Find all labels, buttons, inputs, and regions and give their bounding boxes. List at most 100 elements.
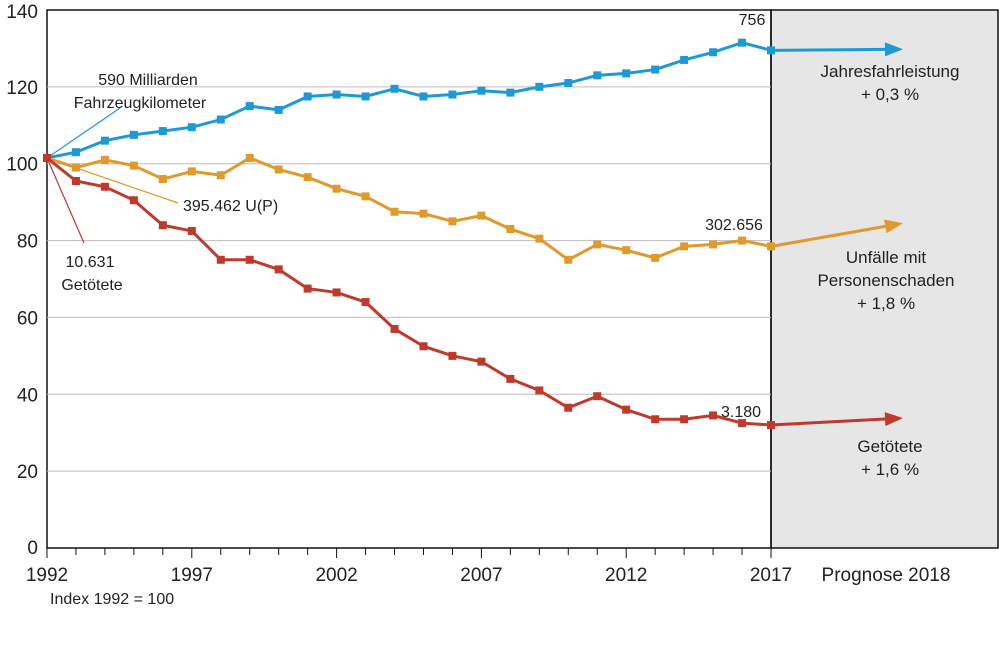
data-point-unfaelle (564, 255, 573, 264)
start-label-jahresfahrleistung: Fahrzeugkilometer (74, 95, 207, 112)
data-point-unfaelle (158, 175, 167, 184)
forecast-arrowhead-unfaelle (884, 219, 903, 234)
x-tick-label: 2012 (605, 565, 647, 586)
data-point-unfaelle (129, 161, 138, 170)
leader-getoetete (46, 157, 85, 244)
x-tick-label: 1997 (171, 565, 213, 586)
data-point-jahresfahrleistung (332, 90, 341, 99)
data-point-jahresfahrleistung (477, 86, 486, 95)
data-point-getoetete (274, 265, 283, 274)
forecast-label-getoetete: + 1,6 % (861, 460, 919, 479)
forecast-arrow-unfaelle (770, 224, 886, 248)
data-point-unfaelle (535, 234, 544, 243)
start-label-getoetete: Getötete (61, 277, 122, 294)
data-point-jahresfahrleistung (738, 38, 747, 47)
data-point-unfaelle (651, 253, 660, 262)
data-point-unfaelle (448, 217, 457, 226)
y-tick-label: 140 (6, 2, 38, 23)
x-axis-labels: 1992 1997 2002 2007 2012 2017 (26, 565, 792, 586)
data-point-jahresfahrleistung (535, 82, 544, 91)
gridlines (47, 86, 771, 472)
data-point-getoetete (245, 255, 254, 264)
data-point-unfaelle (506, 225, 515, 234)
data-point-jahresfahrleistung (593, 71, 602, 80)
forecast-arrow-getoetete (770, 417, 886, 427)
data-point-jahresfahrleistung (361, 92, 370, 101)
forecast-axis-label: Prognose 2018 (822, 565, 951, 586)
data-point-jahresfahrleistung (390, 84, 399, 93)
forecast-panel (770, 9, 999, 549)
data-point-jahresfahrleistung (709, 48, 718, 57)
x-tick-label: 2007 (460, 565, 502, 586)
data-series (43, 38, 775, 430)
end-value-label-jahresfahrleistung: 756 (739, 12, 766, 29)
data-point-unfaelle (390, 207, 399, 216)
data-point-getoetete (216, 255, 225, 264)
data-point-unfaelle (71, 163, 80, 172)
data-point-jahresfahrleistung (448, 90, 457, 99)
forecast-arrow-jahresfahrleistung (770, 47, 886, 52)
forecast-label-jahresfahrleistung: Jahresfahrleistung (821, 62, 960, 81)
forecast-label-unfaelle: Unfälle mit (846, 248, 927, 267)
start-label-jahresfahrleistung: 590 Milliarden (98, 72, 198, 89)
forecast-label-jahresfahrleistung: + 0,3 % (861, 85, 919, 104)
data-point-jahresfahrleistung (158, 127, 167, 136)
data-point-jahresfahrleistung (622, 69, 631, 78)
y-tick-label: 120 (6, 78, 38, 99)
y-tick-label: 80 (17, 232, 38, 253)
data-point-unfaelle (738, 236, 747, 245)
forecast-label-unfaelle: Personenschaden (817, 271, 954, 290)
data-point-getoetete (622, 405, 631, 414)
data-point-getoetete (43, 153, 51, 162)
data-point-getoetete (129, 196, 138, 205)
end-value-label-unfaelle: 302.656 (705, 217, 763, 234)
data-point-unfaelle (361, 192, 370, 201)
data-point-getoetete (709, 411, 718, 420)
data-point-getoetete (651, 415, 660, 424)
series-line-getoetete (46, 156, 772, 427)
data-point-getoetete (303, 284, 312, 293)
data-point-getoetete (564, 403, 573, 412)
data-point-unfaelle (303, 173, 312, 182)
data-point-jahresfahrleistung (71, 148, 80, 157)
data-point-jahresfahrleistung (129, 130, 138, 139)
data-point-getoetete (680, 415, 689, 424)
forecast-arrowhead-jahresfahrleistung (884, 42, 903, 57)
x-tick-label: 1992 (26, 565, 68, 586)
y-tick-label: 40 (17, 385, 38, 406)
data-point-unfaelle (622, 246, 631, 255)
data-point-getoetete (419, 342, 428, 351)
y-tick-label: 60 (17, 308, 38, 329)
annotations: Prognose 2018 Index 1992 = 100 590 Milli… (50, 12, 959, 608)
data-point-unfaelle (593, 240, 602, 249)
data-point-unfaelle (187, 167, 196, 176)
forecast-arrows (770, 42, 903, 427)
data-point-jahresfahrleistung (274, 105, 283, 114)
data-point-getoetete (738, 419, 747, 428)
forecast-arrowhead-getoetete (884, 412, 903, 427)
data-point-getoetete (477, 357, 486, 366)
y-tick-label: 20 (17, 462, 38, 483)
x-tick-label: 2017 (750, 565, 792, 586)
data-point-getoetete (593, 392, 602, 401)
data-point-unfaelle (245, 153, 254, 162)
data-point-unfaelle (216, 171, 225, 180)
series-line-unfaelle (46, 156, 772, 262)
leader-jahresfahrleistung (46, 107, 121, 159)
data-point-getoetete (361, 298, 370, 307)
data-point-getoetete (535, 386, 544, 395)
data-point-jahresfahrleistung (216, 115, 225, 124)
data-point-getoetete (390, 324, 399, 333)
data-point-getoetete (71, 177, 80, 186)
data-point-jahresfahrleistung (506, 88, 515, 97)
data-point-getoetete (158, 221, 167, 230)
y-axis-labels: 0 20 40 60 80 100 120 140 (6, 2, 38, 559)
plot-area (46, 9, 772, 549)
forecast-label-unfaelle: + 1,8 % (857, 294, 915, 313)
data-point-getoetete (187, 226, 196, 235)
start-label-getoetete: 10.631 (66, 254, 115, 271)
data-point-unfaelle (419, 209, 428, 218)
data-point-unfaelle (100, 155, 109, 164)
data-point-unfaelle (709, 240, 718, 249)
